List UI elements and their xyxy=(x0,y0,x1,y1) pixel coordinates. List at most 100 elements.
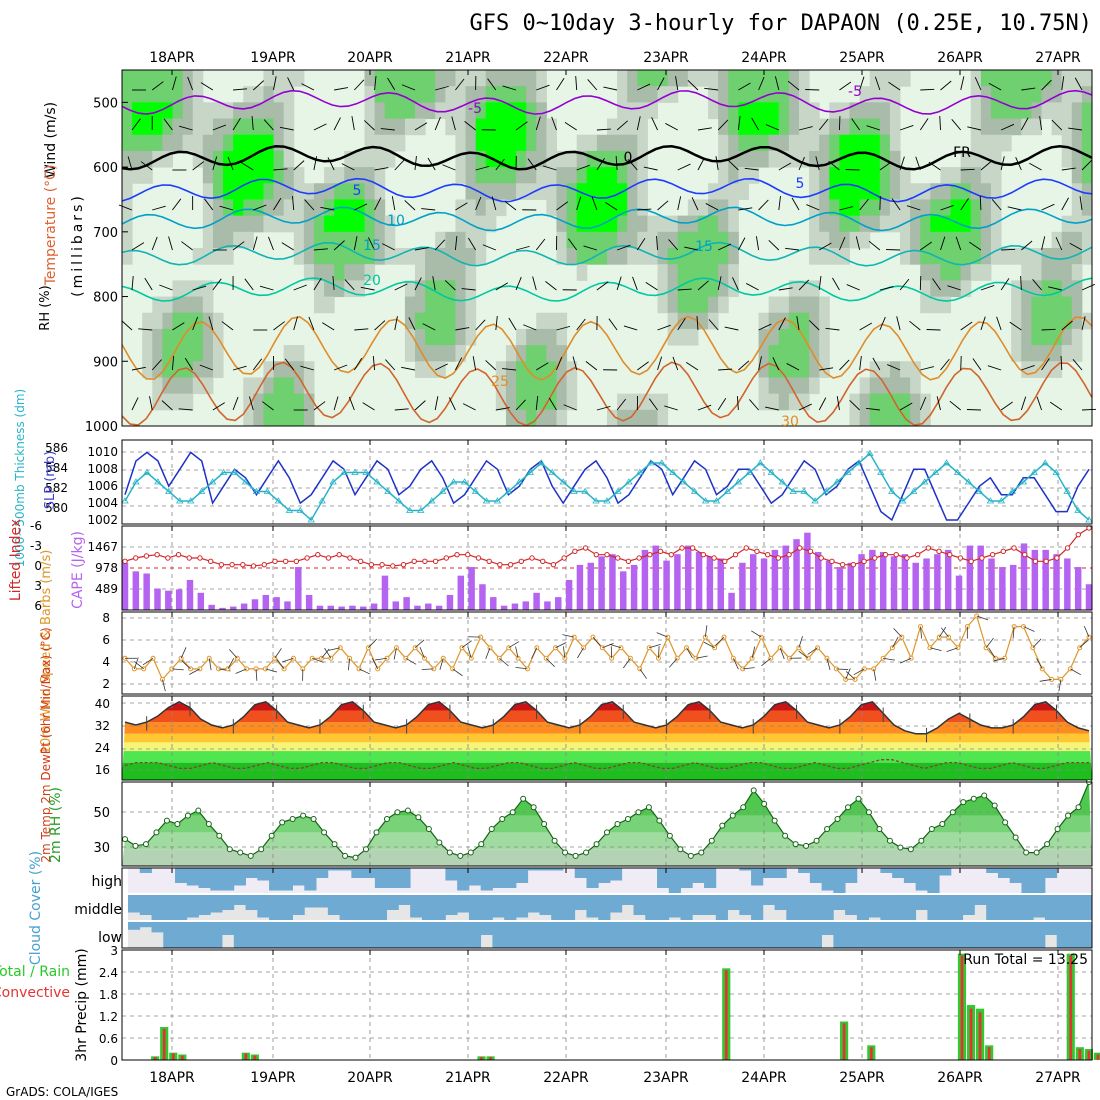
wind-barb xyxy=(691,197,699,211)
rh-cell-moist xyxy=(950,231,962,249)
rh-point xyxy=(928,826,935,833)
rh-cell-low xyxy=(202,199,214,217)
cloud-cell xyxy=(1033,922,1046,948)
wind-barb xyxy=(718,368,733,371)
wind-barb xyxy=(896,316,901,331)
cloud-cell xyxy=(175,895,188,920)
rh-cell-mid xyxy=(1081,183,1093,200)
wind-barb xyxy=(791,197,800,211)
lifted-index-point xyxy=(197,555,203,561)
wind-barb xyxy=(374,76,377,91)
rh-cell-high xyxy=(596,167,608,184)
rh-cell-moist xyxy=(778,118,790,136)
wind-barb xyxy=(138,328,153,331)
cloud-cell xyxy=(139,922,152,928)
rh-cell-low xyxy=(344,150,355,168)
wind-barb xyxy=(151,236,158,251)
lifted-index-point xyxy=(411,558,417,565)
precip-convective-bar xyxy=(869,1047,873,1060)
wind-barb xyxy=(1029,162,1042,171)
rh-cell-low xyxy=(667,86,679,103)
wind-barb xyxy=(556,78,565,91)
wind-barb xyxy=(596,281,609,291)
rh-cell-low xyxy=(516,328,527,346)
lifted-index-point xyxy=(540,558,546,565)
rh-cell-low xyxy=(778,296,790,314)
rh-cell-low xyxy=(455,86,467,103)
cloud-cover-label: Cloud Cover (%) xyxy=(28,851,44,965)
wind-barb xyxy=(798,279,810,291)
rh-cell-moist xyxy=(293,409,305,427)
rh-cell-moist xyxy=(617,167,628,184)
temp-tick-label: 24 xyxy=(95,741,110,755)
wind10-barb xyxy=(531,647,538,659)
rh-cell-low xyxy=(920,296,931,314)
wind-barb xyxy=(455,357,463,371)
rh-cell-moist xyxy=(687,231,699,249)
cape-bar xyxy=(132,571,140,610)
wind-barb xyxy=(603,86,618,91)
rh-cell-high xyxy=(748,102,760,120)
rh-cell-mid xyxy=(617,134,628,152)
wind-barb xyxy=(818,276,822,291)
lifted-index-point xyxy=(122,558,128,565)
rh-point xyxy=(1023,849,1030,856)
wind-barb xyxy=(665,123,678,131)
rh-cell-moist xyxy=(263,183,275,200)
precip-convective-bar xyxy=(244,1053,248,1060)
wind-barb xyxy=(353,357,363,371)
wind-barb xyxy=(432,276,436,291)
cape-bar xyxy=(1042,549,1049,610)
wind-barb xyxy=(778,317,786,331)
rh-point xyxy=(530,804,537,811)
rh-cell-mid xyxy=(859,102,871,120)
wind-barb xyxy=(292,196,295,211)
rh-cell-mid xyxy=(556,199,568,217)
rh-cell-low xyxy=(1021,118,1032,136)
rh-cell-moist xyxy=(445,296,456,314)
wind-barb xyxy=(874,76,881,91)
wind-barb xyxy=(576,318,586,331)
wind-barb xyxy=(715,156,719,171)
wind-barb xyxy=(232,117,241,131)
precip-convective-bar xyxy=(1078,1049,1082,1060)
top-date-label: 21APR xyxy=(445,50,491,66)
rh-point xyxy=(824,826,831,833)
rh-cell-low xyxy=(1081,248,1093,265)
wind-barb xyxy=(940,236,946,251)
rh-cell-mid xyxy=(1071,280,1083,298)
rh-cell-low xyxy=(990,199,1002,217)
cloud-cell xyxy=(645,895,658,920)
lifted-index-point xyxy=(679,545,685,551)
rh-cell-mid xyxy=(243,215,254,233)
rh-cell-low xyxy=(556,231,568,249)
lifted-index-point xyxy=(272,558,278,565)
rh-cell-low xyxy=(879,361,891,378)
wind10-barb xyxy=(171,668,184,671)
cloud-cell xyxy=(927,922,940,948)
rh-cell-moist xyxy=(738,70,749,87)
wind-barb xyxy=(212,124,227,131)
rh-cell-moist xyxy=(576,167,588,184)
lifted-index-point xyxy=(668,551,674,558)
cloud-cell xyxy=(304,868,317,891)
pressure-tick-label: 500 xyxy=(93,96,118,111)
wind-barb xyxy=(636,116,641,131)
precip-convective-bar xyxy=(724,970,728,1060)
rh-cell-low xyxy=(303,264,315,281)
cloud-cell xyxy=(492,922,505,948)
rh-point xyxy=(153,829,160,836)
rh-cell-low xyxy=(1061,86,1073,103)
thickness-point xyxy=(920,478,929,485)
thickness-point xyxy=(789,487,797,494)
cloud-cell xyxy=(939,922,952,948)
rh-cell-mid xyxy=(980,215,992,233)
thickness-point xyxy=(1041,459,1049,466)
rh-point xyxy=(331,841,338,848)
cloud-cell xyxy=(186,868,199,886)
wind-barb xyxy=(472,356,477,371)
rh-cell-moist xyxy=(607,150,618,168)
wind-barb xyxy=(906,205,921,211)
rh-cell-low xyxy=(869,361,881,378)
wind10-barb xyxy=(499,657,509,667)
